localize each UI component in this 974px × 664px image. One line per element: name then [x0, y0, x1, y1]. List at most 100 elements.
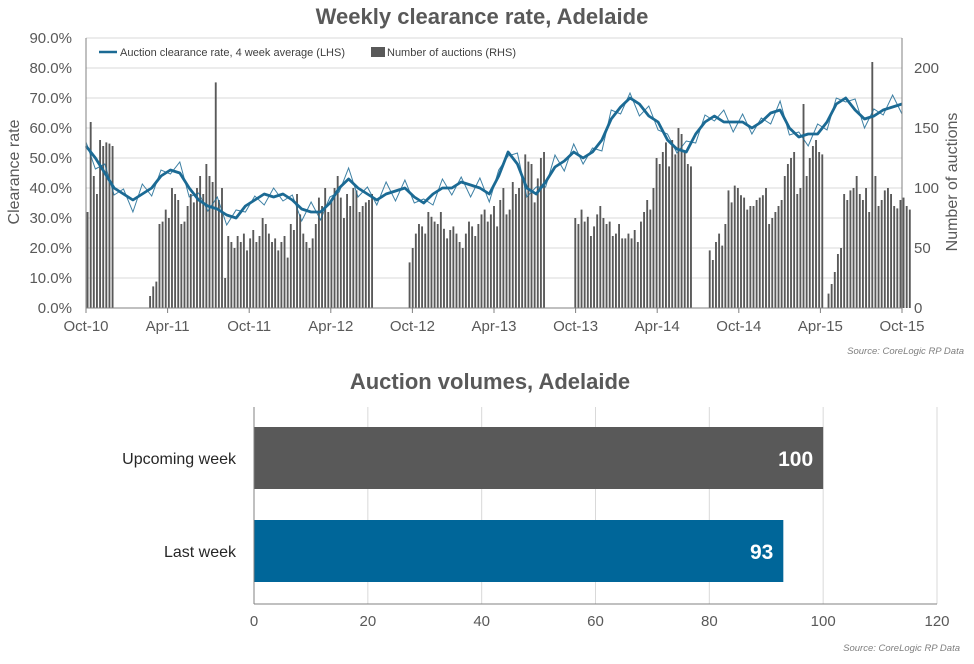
auction-count-bar: [214, 82, 217, 309]
auction-count-bar: [514, 194, 517, 308]
auction-count-bar: [152, 286, 155, 308]
auction-count-bar: [255, 242, 258, 308]
auction-count-bar: [661, 152, 664, 308]
auction-count-bar: [483, 209, 486, 308]
auction-count-bar: [902, 197, 905, 308]
auction-count-bar: [815, 140, 817, 308]
auction-count-bar: [652, 188, 655, 308]
chart2-category-labels: Upcoming week Last week: [122, 451, 237, 561]
auction-count-bar: [518, 188, 520, 308]
auction-count-bar: [668, 166, 671, 308]
category-label: Last week: [164, 544, 237, 561]
auction-count-bar: [99, 140, 102, 308]
chart1-y2-tick: 100: [914, 180, 939, 197]
auction-count-bar: [843, 194, 846, 308]
bar-value-label: 93: [750, 541, 773, 564]
auction-count-bar: [199, 176, 202, 308]
auction-count-bar: [539, 158, 542, 308]
auction-count-bar: [452, 226, 455, 308]
auction-count-bar: [302, 233, 305, 308]
auction-count-bar: [733, 185, 736, 308]
auction-count-bar: [508, 209, 511, 308]
category-label: Upcoming week: [122, 451, 237, 468]
auction-count-bar: [436, 224, 439, 308]
auction-count-bar: [474, 236, 477, 308]
auction-count-bar: [846, 200, 849, 308]
auction-count-bar: [477, 224, 480, 308]
auction-count-bar: [649, 209, 652, 308]
auction-count-bar: [496, 226, 499, 308]
chart1-title: Weekly clearance rate, Adelaide: [316, 4, 649, 29]
auction-count-bar: [605, 224, 608, 308]
auction-count-bar: [292, 230, 295, 308]
chart2-x-tick: 60: [587, 613, 604, 630]
auction-count-bar: [574, 218, 577, 308]
auction-count-bar: [774, 212, 777, 308]
auction-count-bar: [455, 233, 458, 308]
auction-count-bar: [283, 236, 286, 308]
auction-count-bar: [805, 176, 808, 308]
auction-count-bar: [330, 200, 333, 308]
auction-count-bar: [865, 188, 867, 308]
auction-count-bar: [908, 209, 911, 308]
auction-count-bar: [599, 206, 602, 308]
chart2-x-tick: 0: [250, 613, 258, 630]
auction-count-bar: [821, 154, 824, 308]
auction-count-bar: [499, 200, 502, 308]
auction-count-bar: [342, 218, 345, 308]
auction-count-bar: [808, 158, 811, 308]
chart1-x-tick: Apr-12: [308, 318, 353, 335]
chart1-right-ticks: 0 50 100 150 200: [914, 60, 939, 317]
auction-count-bar: [368, 200, 370, 308]
auction-count-bar: [236, 236, 239, 308]
auction-count-bar: [630, 238, 633, 308]
auction-count-bar: [299, 214, 302, 308]
auction-count-bar: [471, 226, 474, 308]
auction-count-bar: [852, 188, 855, 308]
chart2-title: Auction volumes, Adelaide: [350, 369, 630, 394]
auction-count-bar: [358, 212, 361, 308]
auction-count-bar: [246, 250, 248, 308]
auction-count-bar: [208, 176, 211, 308]
auction-count-bar: [683, 152, 686, 308]
auction-count-bar: [430, 216, 433, 308]
auction-count-bar: [740, 195, 742, 308]
chart1-x-tick: Oct-12: [390, 318, 435, 335]
auction-count-bar: [896, 208, 899, 308]
auction-count-bar: [533, 202, 536, 308]
auction-count-bar: [758, 197, 761, 308]
chart1-y2-axis-label: Number of auctions: [944, 113, 961, 252]
auction-count-bar: [230, 242, 233, 308]
auction-count-bar: [527, 161, 530, 308]
auction-count-bar: [765, 188, 767, 308]
auction-count-bar: [305, 242, 308, 308]
auction-count-bar: [543, 152, 545, 308]
auction-count-bar: [749, 206, 752, 308]
auction-volumes-chart: Auction volumes, Adelaide Upcoming week L…: [122, 369, 960, 654]
auction-count-bar: [577, 224, 580, 308]
auction-count-bar: [461, 248, 464, 308]
bar-value-label: 100: [778, 448, 813, 471]
auction-count-bar: [280, 242, 283, 308]
chart1-bars: [86, 62, 911, 309]
auction-count-bar: [111, 146, 114, 308]
auction-count-bar: [880, 200, 883, 308]
auction-count-bar: [818, 152, 821, 308]
auction-count-bar: [671, 140, 674, 308]
auction-count-bar: [364, 202, 367, 308]
auction-count-bar: [352, 188, 355, 308]
auction-count-bar: [777, 206, 780, 308]
auction-count-bar: [158, 224, 161, 308]
auction-count-bar: [715, 242, 717, 308]
chart1-left-ticks: 0.0% 10.0% 20.0% 30.0% 40.0% 50.0% 60.0% 70.0% 8…: [29, 30, 72, 317]
auction-count-bar: [92, 176, 95, 308]
auction-count-bar: [771, 218, 774, 308]
auction-count-bar: [893, 206, 896, 308]
auction-count-bar: [227, 236, 230, 308]
auction-count-bar: [743, 197, 746, 308]
auction-count-bar: [427, 212, 430, 308]
auction-count-bar: [221, 188, 223, 308]
auction-count-bar: [840, 248, 842, 308]
